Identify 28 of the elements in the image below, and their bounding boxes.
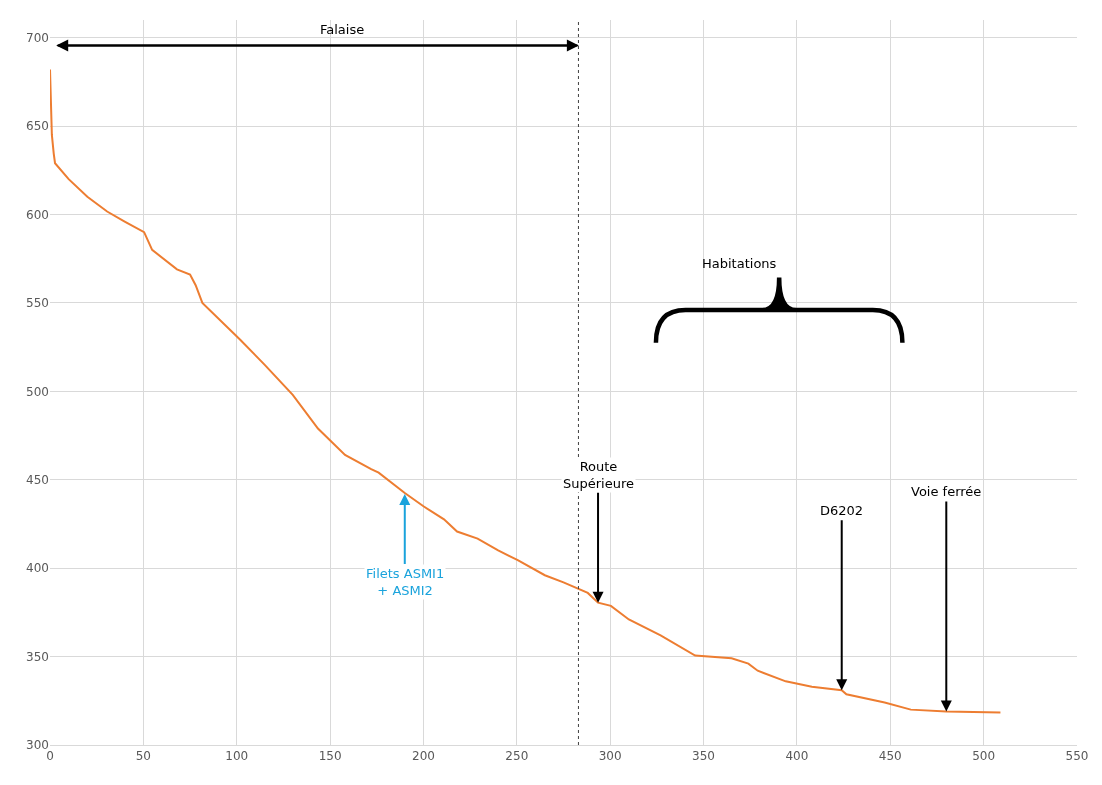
x-tick-label: 100 (225, 749, 249, 764)
x-tick-label: 0 (46, 749, 54, 764)
x-tick-label: 250 (505, 749, 529, 764)
annotation: D6202 (820, 503, 864, 518)
y-tick-label: 700 (26, 30, 49, 45)
annotation: Falaise (320, 22, 365, 37)
x-tick-label: 500 (972, 749, 996, 764)
y-tick-label: 500 (26, 384, 49, 399)
annotation: Habitations (702, 256, 777, 271)
x-tick-label: 350 (692, 749, 715, 764)
x-tick-label: 450 (878, 749, 902, 764)
x-tick-label: 300 (598, 749, 622, 764)
annotation: Filets ASMI1 + ASMI2 (366, 566, 445, 598)
y-tick-label: 550 (26, 296, 49, 311)
x-tick-label: 550 (1065, 749, 1089, 764)
y-tick-label: 300 (26, 738, 49, 753)
x-tick-label: 150 (318, 749, 342, 764)
y-tick-label: 450 (26, 472, 49, 487)
y-tick-label: 350 (26, 649, 49, 664)
x-tick-label: 50 (135, 749, 151, 764)
y-tick-label: 600 (26, 207, 49, 222)
annotation: Route Supérieure (563, 459, 634, 491)
line-series (50, 68, 1002, 714)
x-tick-label: 200 (412, 749, 435, 764)
x-tick-label: 400 (785, 749, 809, 764)
y-tick-label: 400 (26, 561, 49, 576)
annotation: Voie ferrée (911, 484, 982, 499)
y-tick-label: 650 (26, 119, 49, 134)
